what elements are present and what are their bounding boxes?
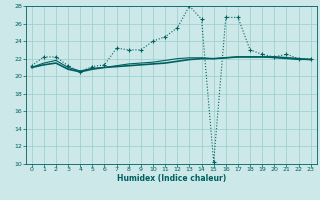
X-axis label: Humidex (Indice chaleur): Humidex (Indice chaleur): [116, 174, 226, 183]
